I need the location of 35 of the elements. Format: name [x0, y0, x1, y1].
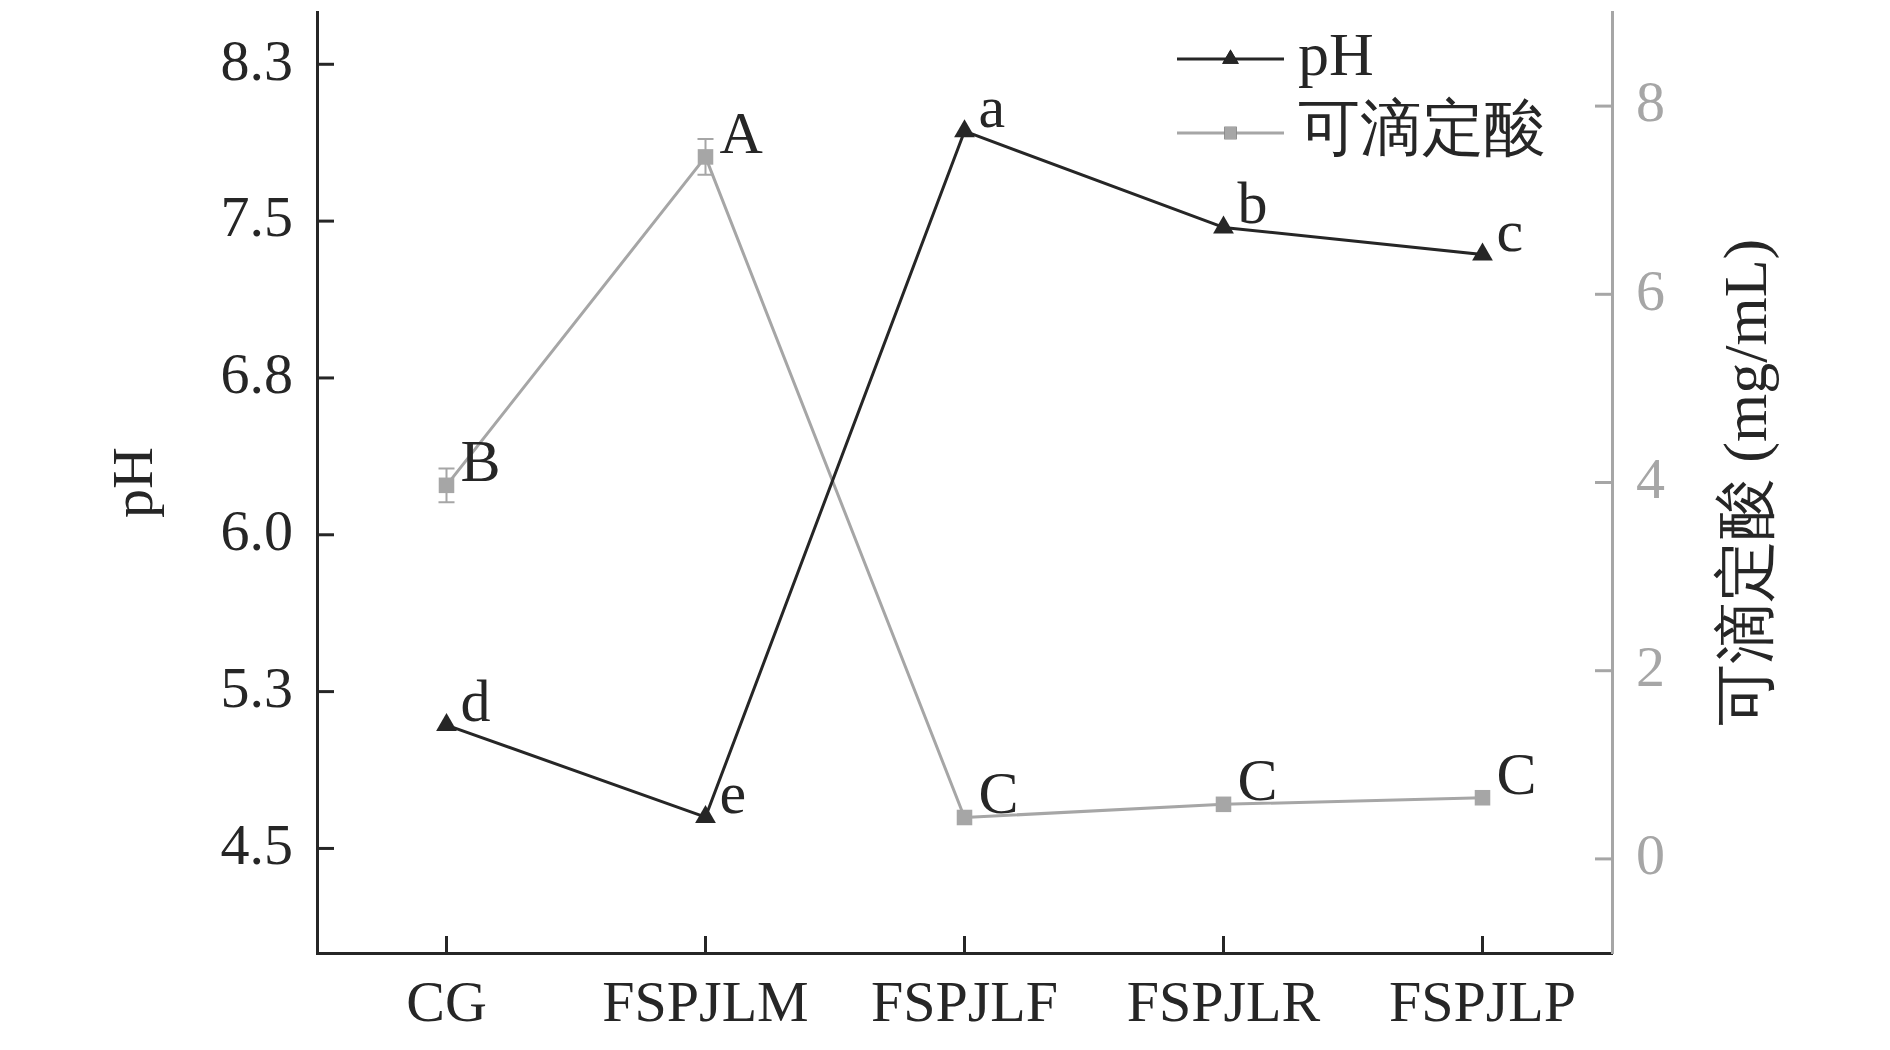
y2-axis-title: 可滴定酸 (mg/mL) [1711, 238, 1781, 727]
data-label: d [460, 668, 491, 735]
data-label: C [1496, 740, 1537, 807]
y-axis-title: pH [100, 447, 166, 518]
data-label: C [1237, 747, 1278, 814]
data-label: a [978, 74, 1006, 141]
y-tick-label: 8.3 [220, 27, 293, 93]
legend-label: pH [1298, 20, 1374, 89]
point [1213, 215, 1234, 234]
data-label: c [1496, 197, 1524, 264]
x-tick-label: FSPJLP [1388, 969, 1577, 1035]
data-label: B [460, 428, 501, 495]
data-label: b [1237, 170, 1268, 237]
point [436, 713, 457, 732]
y-tick-label: 6.8 [220, 341, 293, 407]
x-tick-label: FSPJLF [870, 969, 1059, 1035]
x-tick-label: FSPJLM [602, 969, 809, 1035]
point [695, 805, 716, 824]
y2-tick-label: 4 [1636, 445, 1665, 511]
y2-tick-label: 8 [1636, 69, 1665, 135]
data-label: e [719, 760, 747, 827]
y-tick-label: 4.5 [220, 811, 293, 877]
y-tick-label: 5.3 [220, 654, 293, 720]
y-tick-label: 6.0 [220, 498, 293, 564]
y-tick-label: 7.5 [220, 184, 293, 250]
x-tick-label: FSPJLR [1126, 969, 1321, 1035]
data-label: A [719, 99, 763, 166]
y2-tick-label: 2 [1636, 633, 1665, 699]
y2-tick-label: 0 [1636, 822, 1665, 888]
y2-tick-label: 6 [1636, 257, 1665, 323]
x-tick-label: CG [406, 969, 487, 1035]
point [954, 119, 975, 138]
data-label: C [978, 760, 1019, 827]
point [1472, 242, 1493, 261]
legend-label: 可滴定酸 [1298, 94, 1546, 163]
